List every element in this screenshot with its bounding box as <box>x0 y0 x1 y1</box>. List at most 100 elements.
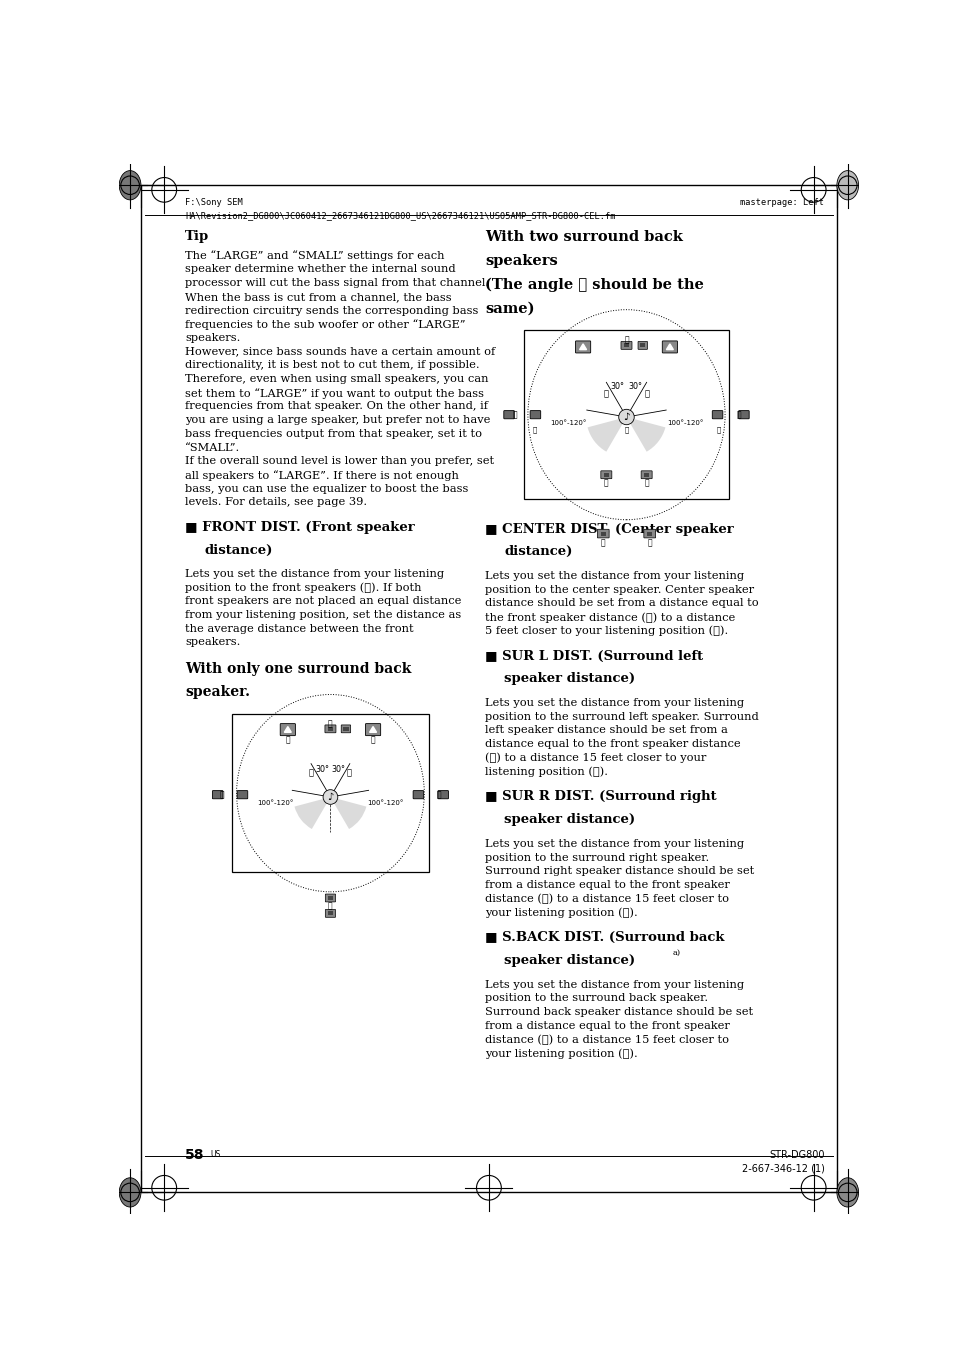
Bar <box>343 727 348 731</box>
Polygon shape <box>284 727 291 732</box>
Text: speakers: speakers <box>484 254 558 267</box>
Text: your listening position (ⓓ).: your listening position (ⓓ). <box>484 907 638 918</box>
Text: STR-DG800: STR-DG800 <box>768 1150 823 1159</box>
Text: Ⓓ: Ⓓ <box>436 790 440 799</box>
Ellipse shape <box>836 1177 858 1207</box>
Text: redirection circuitry sends the corresponding bass: redirection circuitry sends the correspo… <box>185 306 478 315</box>
FancyBboxPatch shape <box>620 341 631 349</box>
Text: Ⓑ: Ⓑ <box>328 719 333 728</box>
Text: ⓔ: ⓔ <box>328 902 333 910</box>
Text: speaker distance): speaker distance) <box>504 813 635 827</box>
Text: “SMALL”.: “SMALL”. <box>185 442 240 453</box>
FancyBboxPatch shape <box>738 411 748 419</box>
Text: ⓔ: ⓔ <box>600 539 605 547</box>
FancyBboxPatch shape <box>237 791 248 799</box>
Bar <box>328 896 333 900</box>
Text: position to the surround back speaker.: position to the surround back speaker. <box>484 993 707 1004</box>
Bar <box>643 473 649 476</box>
Text: Lets you set the distance from your listening: Lets you set the distance from your list… <box>484 698 743 708</box>
Text: distance (Ⓐ) to a distance 15 feet closer to: distance (Ⓐ) to a distance 15 feet close… <box>484 893 728 904</box>
Text: Ⓐ: Ⓐ <box>285 735 290 745</box>
FancyBboxPatch shape <box>530 411 540 419</box>
Text: position to the center speaker. Center speaker: position to the center speaker. Center s… <box>484 585 754 595</box>
Text: you are using a large speaker, but prefer not to have: you are using a large speaker, but prefe… <box>185 415 490 426</box>
Ellipse shape <box>119 1177 141 1207</box>
Text: ♪: ♪ <box>622 412 629 421</box>
Text: same): same) <box>484 301 534 315</box>
Text: speaker determine whether the internal sound: speaker determine whether the internal s… <box>185 265 456 274</box>
Text: left speaker distance should be set from a: left speaker distance should be set from… <box>484 726 727 735</box>
Text: distance): distance) <box>504 546 572 558</box>
Text: With only one surround back: With only one surround back <box>185 662 411 677</box>
Text: Ⓐ: Ⓐ <box>643 389 648 398</box>
FancyBboxPatch shape <box>600 471 611 479</box>
Polygon shape <box>369 727 376 732</box>
Text: 100°-120°: 100°-120° <box>666 420 702 426</box>
Text: With two surround back: With two surround back <box>484 231 682 244</box>
Text: 30°: 30° <box>610 382 623 390</box>
Text: The “LARGE” and “SMALL” settings for each: The “LARGE” and “SMALL” settings for eac… <box>185 251 444 262</box>
FancyBboxPatch shape <box>213 791 223 799</box>
Text: masterpage: Left: masterpage: Left <box>740 198 823 206</box>
FancyBboxPatch shape <box>643 529 655 537</box>
Text: levels. For details, see page 39.: levels. For details, see page 39. <box>185 498 367 507</box>
Text: speaker.: speaker. <box>185 685 250 698</box>
Text: 30°: 30° <box>628 382 642 390</box>
Wedge shape <box>626 417 664 451</box>
Text: Surround back speaker distance should be set: Surround back speaker distance should be… <box>484 1007 752 1018</box>
Text: ■ S.BACK DIST. (Surround back: ■ S.BACK DIST. (Surround back <box>484 932 723 944</box>
FancyBboxPatch shape <box>325 724 335 732</box>
Text: distance): distance) <box>204 544 273 557</box>
Text: Lets you set the distance from your listening: Lets you set the distance from your list… <box>185 569 444 578</box>
Text: Lets you set the distance from your listening: Lets you set the distance from your list… <box>484 979 743 989</box>
Bar <box>328 727 333 731</box>
Text: Surround right speaker distance should be set: Surround right speaker distance should b… <box>484 866 754 876</box>
FancyBboxPatch shape <box>341 724 351 732</box>
Text: Ⓓ: Ⓓ <box>736 411 740 419</box>
Text: ⓔ: ⓔ <box>603 479 608 488</box>
Bar <box>646 532 652 536</box>
Text: the average distance between the front: the average distance between the front <box>185 623 414 634</box>
Polygon shape <box>579 344 586 349</box>
Text: 100°-120°: 100°-120° <box>549 420 585 426</box>
Text: ■ FRONT DIST. (Front speaker: ■ FRONT DIST. (Front speaker <box>185 521 415 535</box>
Text: 30°: 30° <box>315 765 329 773</box>
Text: position to the front speakers (Ⓐ). If both: position to the front speakers (Ⓐ). If b… <box>185 582 421 593</box>
Text: Lets you set the distance from your listening: Lets you set the distance from your list… <box>484 572 743 581</box>
Text: ⓕ: ⓕ <box>647 539 651 547</box>
Text: speakers.: speakers. <box>185 637 240 648</box>
Text: the front speaker distance (Ⓐ) to a distance: the front speaker distance (Ⓐ) to a dist… <box>484 612 735 623</box>
Text: Ⓖ: Ⓖ <box>716 427 720 434</box>
Text: set them to “LARGE” if you want to output the bass: set them to “LARGE” if you want to outpu… <box>185 387 483 398</box>
Text: position to the surround left speaker. Surround: position to the surround left speaker. S… <box>484 712 758 722</box>
Text: ■ CENTER DIST. (Center speaker: ■ CENTER DIST. (Center speaker <box>484 522 733 536</box>
Text: position to the surround right speaker.: position to the surround right speaker. <box>484 852 709 862</box>
Text: (The angle Ⓖ should be the: (The angle Ⓖ should be the <box>484 278 703 292</box>
Text: Lets you set the distance from your listening: Lets you set the distance from your list… <box>484 839 743 848</box>
Polygon shape <box>666 344 673 349</box>
FancyBboxPatch shape <box>597 529 608 537</box>
Text: 5 feet closer to your listening position (Ⓑ).: 5 feet closer to your listening position… <box>484 626 727 637</box>
FancyBboxPatch shape <box>638 341 647 349</box>
Bar <box>603 473 608 476</box>
Ellipse shape <box>119 170 141 201</box>
Text: front speakers are not placed an equal distance: front speakers are not placed an equal d… <box>185 596 461 606</box>
Text: ⓕ: ⓕ <box>643 479 648 488</box>
Text: US: US <box>211 1150 221 1158</box>
Text: all speakers to “LARGE”. If there is not enough: all speakers to “LARGE”. If there is not… <box>185 471 458 480</box>
Text: F:\Sony SEM: F:\Sony SEM <box>185 198 243 206</box>
Bar <box>328 911 333 915</box>
Text: Ⓒ: Ⓒ <box>220 790 224 799</box>
Text: 30°: 30° <box>332 765 345 773</box>
Text: Ⓖ: Ⓖ <box>623 427 628 434</box>
FancyBboxPatch shape <box>413 791 423 799</box>
Text: listening position (ⓒ).: listening position (ⓒ). <box>484 767 607 777</box>
Text: your listening position (ⓔ).: your listening position (ⓔ). <box>484 1048 638 1058</box>
Text: from a distance equal to the front speaker: from a distance equal to the front speak… <box>484 1020 729 1031</box>
Circle shape <box>618 409 634 424</box>
Text: bass frequencies output from that speaker, set it to: bass frequencies output from that speake… <box>185 428 481 439</box>
FancyBboxPatch shape <box>661 341 677 353</box>
FancyBboxPatch shape <box>437 791 448 799</box>
Text: When the bass is cut from a channel, the bass: When the bass is cut from a channel, the… <box>185 292 452 301</box>
Text: Ⓑ: Ⓑ <box>623 336 628 345</box>
